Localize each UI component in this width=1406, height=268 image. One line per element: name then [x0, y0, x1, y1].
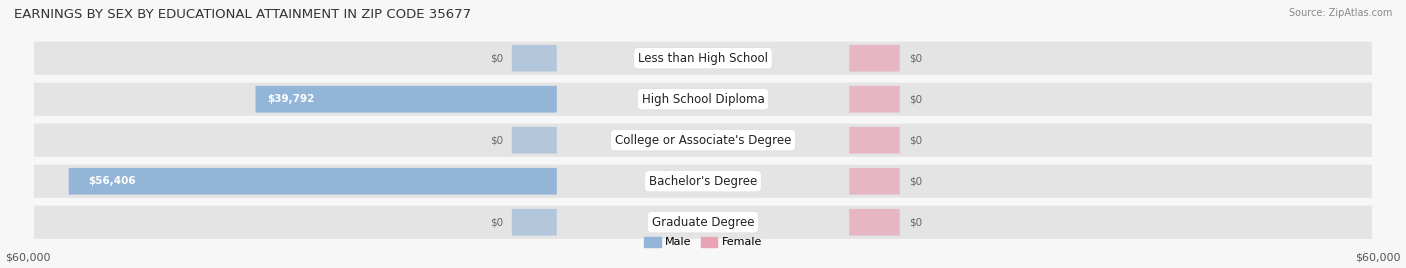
- Legend: Male, Female: Male, Female: [644, 237, 762, 247]
- Text: High School Diploma: High School Diploma: [641, 93, 765, 106]
- FancyBboxPatch shape: [849, 86, 900, 113]
- Text: $0: $0: [908, 135, 922, 145]
- Text: $0: $0: [489, 53, 503, 63]
- Text: Graduate Degree: Graduate Degree: [652, 216, 754, 229]
- FancyBboxPatch shape: [34, 165, 1372, 198]
- Text: $56,406: $56,406: [89, 176, 136, 186]
- Text: $0: $0: [908, 176, 922, 186]
- FancyBboxPatch shape: [849, 45, 900, 72]
- FancyBboxPatch shape: [849, 127, 900, 154]
- Text: College or Associate's Degree: College or Associate's Degree: [614, 134, 792, 147]
- FancyBboxPatch shape: [512, 209, 557, 236]
- Text: Source: ZipAtlas.com: Source: ZipAtlas.com: [1288, 8, 1392, 18]
- FancyBboxPatch shape: [849, 168, 900, 195]
- Text: EARNINGS BY SEX BY EDUCATIONAL ATTAINMENT IN ZIP CODE 35677: EARNINGS BY SEX BY EDUCATIONAL ATTAINMEN…: [14, 8, 471, 21]
- FancyBboxPatch shape: [34, 42, 1372, 75]
- FancyBboxPatch shape: [34, 83, 1372, 116]
- Text: Less than High School: Less than High School: [638, 52, 768, 65]
- FancyBboxPatch shape: [512, 45, 557, 72]
- FancyBboxPatch shape: [256, 86, 557, 113]
- FancyBboxPatch shape: [849, 209, 900, 236]
- Text: $0: $0: [489, 135, 503, 145]
- FancyBboxPatch shape: [69, 168, 557, 195]
- Text: $0: $0: [908, 53, 922, 63]
- FancyBboxPatch shape: [34, 124, 1372, 157]
- FancyBboxPatch shape: [34, 206, 1372, 239]
- Text: $0: $0: [489, 217, 503, 227]
- Text: $39,792: $39,792: [267, 94, 315, 104]
- Text: $0: $0: [908, 94, 922, 104]
- FancyBboxPatch shape: [512, 127, 557, 154]
- Text: $0: $0: [908, 217, 922, 227]
- Text: Bachelor's Degree: Bachelor's Degree: [650, 175, 756, 188]
